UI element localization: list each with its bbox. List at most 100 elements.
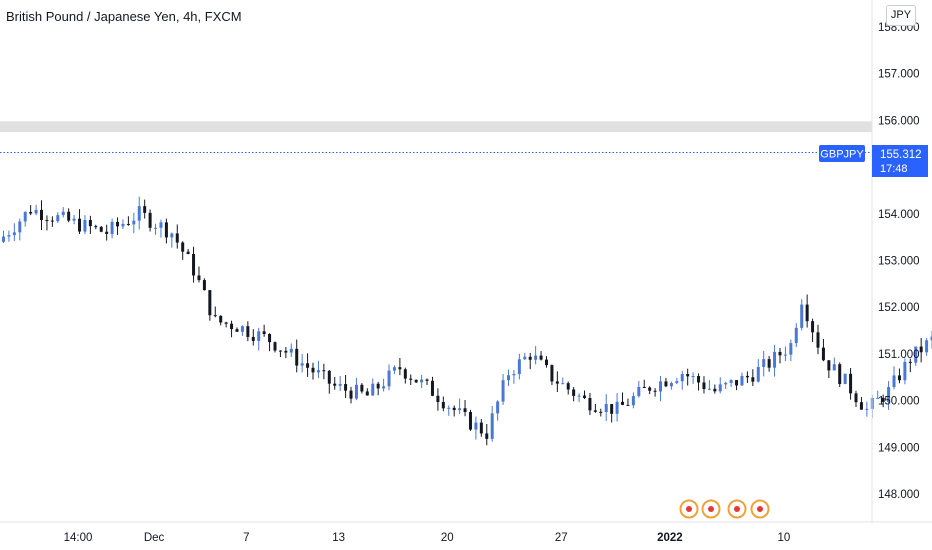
time-tick-label: 2022	[657, 532, 683, 544]
candle-body	[523, 356, 527, 360]
candle-body	[132, 220, 136, 225]
candle	[251, 329, 255, 346]
candle-body	[441, 402, 445, 409]
event-icon[interactable]	[679, 499, 699, 519]
events-icon-group[interactable]	[679, 499, 770, 519]
candle	[615, 393, 619, 422]
candle-body	[458, 408, 462, 411]
candle	[832, 357, 836, 371]
candle-body	[202, 280, 206, 291]
candle-body	[729, 380, 733, 383]
candle	[338, 376, 342, 391]
price-tick-label: 153.000	[878, 256, 920, 268]
candle	[235, 327, 239, 332]
candle-body	[805, 304, 809, 322]
price-tick-label: 148.000	[878, 489, 920, 501]
candle	[327, 370, 331, 394]
candle-body	[208, 290, 212, 316]
price-axis[interactable]: 148.000 149.000 150.000 151.000 152.000 153.0…	[878, 22, 920, 501]
candle-body	[338, 384, 342, 386]
candle	[2, 230, 5, 244]
candle-body	[12, 232, 16, 236]
candle	[409, 374, 413, 386]
candle-body	[887, 387, 891, 402]
currency-button[interactable]: JPY	[886, 5, 916, 26]
candle-body	[621, 401, 625, 405]
candle	[34, 204, 38, 216]
candle	[545, 356, 548, 368]
candle	[707, 379, 711, 391]
candle	[854, 390, 858, 408]
candle	[561, 377, 565, 385]
candle-body	[762, 359, 766, 367]
candle-body	[452, 407, 456, 411]
time-tick-label: 10	[778, 532, 791, 544]
candle	[789, 339, 793, 362]
candle	[702, 376, 706, 394]
candle	[175, 224, 179, 249]
candle	[50, 216, 54, 227]
candle-body	[403, 369, 407, 379]
candle	[213, 306, 217, 318]
candle-body	[572, 389, 576, 396]
candle-body	[40, 209, 44, 220]
candle-body	[94, 226, 98, 228]
candle-body	[512, 374, 516, 376]
candle-body	[23, 212, 27, 222]
candle-body	[311, 367, 315, 373]
time-axis[interactable]: 14:00 Dec 7 13 20 27 2022 10	[64, 532, 791, 544]
candle	[827, 360, 831, 379]
candle-body	[659, 381, 663, 392]
candle-body	[289, 348, 293, 353]
candle	[83, 215, 87, 234]
candle	[539, 351, 543, 361]
candle	[67, 208, 71, 223]
candles	[2, 196, 932, 446]
candle-body	[718, 384, 722, 392]
candle	[99, 225, 103, 233]
candle-body	[333, 383, 337, 386]
candle	[230, 320, 234, 338]
candle	[382, 378, 386, 392]
candle	[577, 393, 581, 402]
candle-body	[811, 321, 815, 333]
candle	[192, 246, 196, 283]
candle	[452, 405, 456, 417]
candle-body	[577, 395, 581, 397]
candle-body	[724, 382, 728, 385]
candle-body	[740, 375, 744, 386]
candle-body	[626, 404, 630, 406]
candle	[7, 230, 11, 242]
time-tick-label: 27	[555, 532, 568, 544]
candle	[202, 278, 206, 291]
symbol-label: GBPJPY	[820, 149, 864, 161]
candle-body	[832, 364, 836, 371]
candle-body	[121, 223, 125, 227]
candle-body	[170, 233, 174, 238]
candle	[121, 219, 125, 230]
candle	[572, 387, 576, 402]
candle-body	[664, 381, 668, 387]
candle-body	[637, 387, 641, 397]
candle-body	[816, 332, 820, 348]
candle	[468, 409, 472, 431]
candle-body	[669, 383, 673, 387]
candle	[626, 398, 630, 406]
candle	[376, 381, 380, 396]
candle	[333, 376, 337, 390]
candle-body	[197, 275, 201, 281]
event-icon[interactable]	[701, 499, 721, 519]
chart-title: British Pound / Japanese Yen, 4h, FXCM	[6, 9, 242, 24]
candle-body	[778, 351, 782, 356]
candle-body	[468, 411, 472, 430]
candle-body	[642, 387, 646, 389]
event-icon[interactable]	[727, 499, 747, 519]
candle-body	[653, 390, 657, 392]
candle-body	[550, 365, 554, 382]
price-tick-label: 154.000	[878, 209, 920, 221]
candle-body	[29, 212, 33, 214]
candle-body	[517, 359, 521, 375]
candle	[257, 327, 261, 351]
event-icon[interactable]	[750, 499, 770, 519]
